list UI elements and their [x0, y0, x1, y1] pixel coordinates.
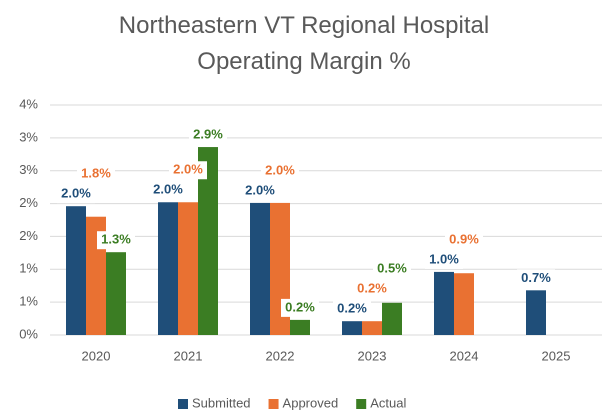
value-label-bg: [445, 230, 483, 249]
value-label: 2.9%: [193, 126, 223, 141]
value-label-bg: [425, 250, 463, 269]
value-label-bg: [281, 298, 319, 317]
bar: [198, 147, 218, 335]
x-tick-label: 2021: [174, 348, 203, 363]
y-tick-label: 3%: [19, 129, 38, 144]
legend-label: Submitted: [192, 395, 251, 410]
x-tick-label: 2024: [450, 348, 479, 363]
value-label: 2.0%: [61, 186, 91, 201]
bar: [382, 302, 402, 335]
value-label-bg: [517, 269, 555, 288]
value-label-bg: [261, 161, 299, 180]
legend-swatch: [356, 399, 367, 409]
bar: [454, 273, 474, 335]
legend-swatch: [178, 399, 188, 409]
y-tick-label: 2%: [19, 228, 38, 243]
bar: [158, 202, 178, 335]
value-label-bg: [97, 231, 135, 250]
value-label: 2.0%: [153, 182, 183, 197]
value-label: 2.0%: [245, 182, 275, 197]
value-label: 1.0%: [429, 251, 459, 266]
value-label: 1.8%: [81, 166, 111, 181]
y-tick-label: 1%: [19, 261, 38, 276]
bar: [362, 321, 382, 335]
x-tick-label: 2023: [358, 348, 387, 363]
value-label-bg: [169, 161, 207, 180]
y-tick-label: 2%: [19, 195, 38, 210]
bar: [434, 271, 454, 335]
value-label-bg: [353, 280, 391, 299]
value-label: 0.2%: [357, 281, 387, 296]
bar: [526, 290, 546, 335]
value-label-bg: [333, 300, 371, 319]
value-label: 2.0%: [265, 162, 295, 177]
bar: [290, 319, 310, 335]
x-tick-label: 2022: [266, 348, 295, 363]
value-label-bg: [373, 260, 411, 279]
y-tick-label: 4%: [19, 96, 38, 111]
bar: [66, 206, 86, 335]
bar: [178, 202, 198, 335]
bar: [342, 321, 362, 335]
value-label: 2.0%: [173, 162, 203, 177]
value-label-bg: [149, 181, 187, 200]
y-tick-label: 3%: [19, 162, 38, 177]
y-tick-label: 1%: [19, 294, 38, 309]
bar: [250, 202, 270, 335]
legend-label: Actual: [370, 395, 406, 410]
bar: [106, 252, 126, 335]
value-label-bg: [241, 181, 279, 200]
value-label-bg: [189, 126, 227, 145]
value-label: 0.7%: [521, 270, 551, 285]
value-label: 1.3%: [101, 232, 131, 247]
value-label: 0.5%: [377, 261, 407, 276]
x-tick-label: 2020: [82, 348, 111, 363]
value-label: 0.9%: [449, 231, 479, 246]
value-label-bg: [57, 185, 95, 204]
legend-swatch: [268, 399, 279, 409]
legend-label: Approved: [283, 395, 339, 410]
value-label-bg: [77, 165, 115, 184]
value-label: 0.2%: [337, 301, 367, 316]
x-tick-label: 2025: [542, 348, 571, 363]
y-tick-label: 0%: [19, 326, 38, 341]
chart-title: Northeastern VT Regional Hospital Operat…: [118, 12, 490, 75]
value-label: 0.2%: [285, 299, 315, 314]
